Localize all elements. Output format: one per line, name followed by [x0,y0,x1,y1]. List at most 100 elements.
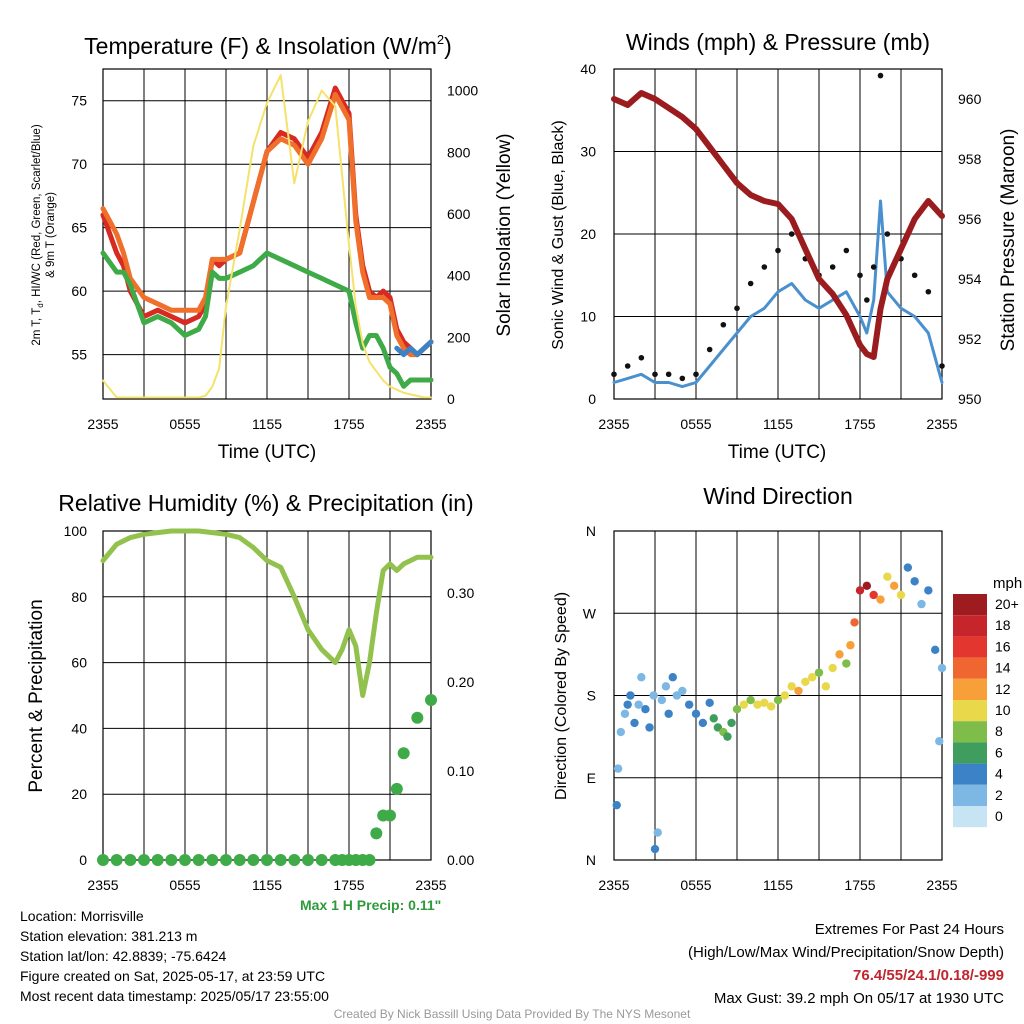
direction-point [620,709,630,718]
direction-point [691,709,701,718]
solar-ylabel: Solar Insolation (Yellow) [494,133,515,336]
x-tick-label: 1155 [763,877,793,893]
precip-point [247,854,260,866]
legend-swatch [953,806,987,828]
direction-point [935,736,944,746]
y-tick-label: 20 [71,786,87,802]
legend-swatch [953,763,987,785]
legend-label: 8 [995,723,1003,739]
series-line-solar [102,74,432,399]
direction-point [807,673,817,682]
direction-point [649,691,658,700]
gust-point [911,272,918,279]
direction-point [657,695,667,705]
gust-point [877,72,884,79]
legend-swatch [953,678,987,700]
temperature-ylabel: 2m T, Td, HI/WC (Red, Green, Scarlet/Blu… [31,124,45,345]
legend-label: 6 [995,744,1003,760]
direction-point [869,590,878,600]
gust-point [611,371,617,378]
x-tick-label: 1755 [844,877,875,893]
y-tick-label: 55 [71,347,87,363]
precip-point [151,854,164,866]
legend-label: 12 [995,681,1011,697]
y2-tick-label: 0.00 [447,852,474,868]
gust-point [775,247,781,254]
precip-point [179,854,191,866]
legend-label: 20+ [995,596,1019,612]
gust-point [788,231,795,237]
y2-tick-label: 0 [447,391,455,407]
precip-point [390,782,403,795]
y-tick-label: 40 [71,720,87,736]
extremes-values: 76.4/55/24.1/0.18/-999 [853,967,1004,984]
precip-point [192,854,205,866]
direction-point [814,668,824,677]
precip-point [165,854,178,866]
direction-point [780,691,790,700]
legend-swatch [953,700,987,722]
max-gust-text: Max Gust: 39.2 mph On 05/17 at 1930 UTC [713,990,1004,1007]
direction-point [668,673,677,682]
precip-point [97,854,109,866]
y2-tick-label: 956 [958,211,982,227]
y-tick-label: W [583,605,597,621]
direction-point [876,595,885,604]
gust-point [720,321,727,328]
direction-point [653,828,662,837]
x-tick-label: 2355 [87,416,118,432]
y-tick-label: E [587,770,596,786]
y-tick-label: N [586,852,596,868]
legend-label: 18 [995,617,1011,633]
y2-tick-label: 960 [958,91,982,107]
x-tick-label: 2355 [598,416,629,432]
direction-point [650,844,660,854]
direction-point [903,563,913,572]
gust-point [638,354,645,361]
direction-point [637,673,646,682]
gust-point [665,371,672,378]
y-tick-label: 100 [64,523,88,539]
series-line-pressure [611,90,945,360]
y-tick-label: 70 [71,156,87,172]
direction-point [766,702,776,711]
precip-point [206,854,219,866]
winds-title: Winds (mph) & Pressure (mb) [626,29,930,55]
y-tick-label: 0 [79,852,87,868]
direction-point [723,732,732,741]
direction-point [732,705,742,714]
winds-xlabel: Time (UTC) [728,442,827,463]
direction-point [626,691,635,700]
humidity-ylabel: Percent & Precipitation [26,599,47,792]
direction-point [661,682,671,691]
gust-point [761,264,768,270]
x-tick-label: 1155 [763,416,793,432]
y-tick-label: 75 [71,93,87,109]
precip-point [411,711,424,724]
temperature-title: Temperature (F) & Insolation (W/m2) [84,32,452,59]
gust-point [679,375,686,382]
direction-point [842,659,851,668]
direction-point [641,705,650,714]
y2-tick-label: 1000 [447,83,478,99]
gust-point [939,363,945,369]
direction-point [917,599,926,609]
x-tick-label: 0555 [169,416,200,432]
direction-point [821,682,831,691]
location-text: Location: Morrisville [20,908,144,924]
gust-point [734,305,740,312]
temperature-ylabel-line2: & 9m T (Orange) [45,192,57,278]
legend-title: mph [993,575,1022,592]
direction-point [705,698,714,708]
y-tick-label: 65 [71,220,87,236]
direction-point [773,695,783,705]
x-tick-label: 1155 [252,416,282,432]
y-tick-label: 40 [580,61,596,77]
y2-tick-label: 0.30 [447,585,474,601]
direction-point [739,700,749,709]
direction-point [645,723,654,732]
gust-point [857,272,863,279]
x-tick-label: 0555 [169,877,200,893]
direction-point [924,586,933,595]
